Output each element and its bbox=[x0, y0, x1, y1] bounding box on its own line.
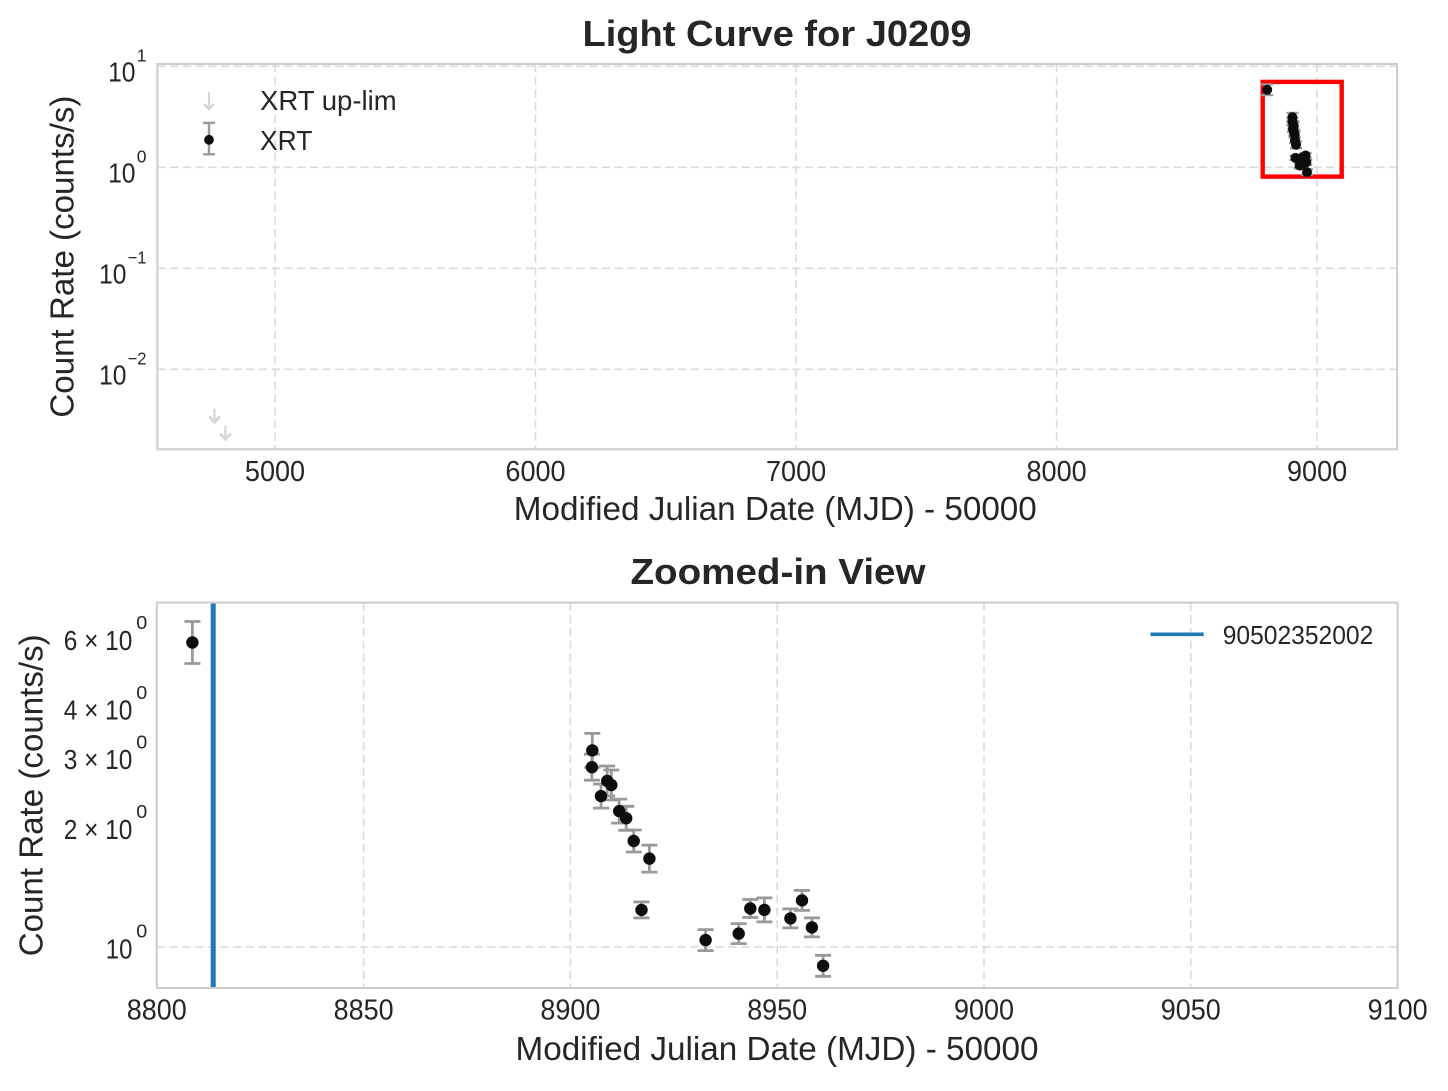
svg-text:8850: 8850 bbox=[334, 994, 394, 1026]
svg-text:0: 0 bbox=[136, 683, 147, 703]
svg-text:0: 0 bbox=[136, 922, 147, 942]
svg-text:0: 0 bbox=[136, 732, 147, 752]
svg-text:Modified Julian Date (MJD) - 5: Modified Julian Date (MJD) - 50000 bbox=[514, 490, 1037, 527]
svg-text:Count Rate (counts/s): Count Rate (counts/s) bbox=[44, 96, 81, 418]
svg-text:−1: −1 bbox=[128, 248, 147, 268]
svg-text:7000: 7000 bbox=[766, 456, 826, 488]
svg-text:9100: 9100 bbox=[1368, 994, 1428, 1026]
svg-text:3 × 10: 3 × 10 bbox=[64, 744, 133, 775]
svg-text:6000: 6000 bbox=[505, 456, 565, 488]
svg-text:2 × 10: 2 × 10 bbox=[64, 814, 133, 845]
svg-text:−2: −2 bbox=[128, 349, 147, 369]
svg-text:8800: 8800 bbox=[127, 994, 187, 1026]
svg-text:Modified Julian Date (MJD) - 5: Modified Julian Date (MJD) - 50000 bbox=[516, 1030, 1039, 1067]
svg-text:90502352002: 90502352002 bbox=[1223, 620, 1374, 650]
svg-text:10: 10 bbox=[106, 933, 133, 964]
svg-text:8950: 8950 bbox=[747, 994, 807, 1026]
svg-text:9000: 9000 bbox=[1287, 456, 1347, 488]
svg-text:XRT: XRT bbox=[260, 125, 312, 156]
svg-text:5000: 5000 bbox=[245, 456, 305, 488]
svg-text:9050: 9050 bbox=[1161, 994, 1221, 1026]
svg-text:0: 0 bbox=[136, 613, 147, 633]
svg-text:Zoomed-in View: Zoomed-in View bbox=[631, 551, 927, 592]
svg-text:9000: 9000 bbox=[954, 994, 1014, 1026]
svg-text:0: 0 bbox=[136, 802, 147, 822]
svg-text:0: 0 bbox=[137, 147, 147, 167]
svg-text:Light Curve for J0209: Light Curve for J0209 bbox=[583, 13, 972, 54]
svg-text:10: 10 bbox=[99, 259, 126, 290]
svg-text:6 × 10: 6 × 10 bbox=[64, 625, 133, 656]
svg-text:4 × 10: 4 × 10 bbox=[64, 695, 133, 726]
svg-text:10: 10 bbox=[108, 158, 135, 189]
svg-text:1: 1 bbox=[137, 46, 147, 66]
svg-text:10: 10 bbox=[108, 57, 135, 88]
svg-text:XRT up-lim: XRT up-lim bbox=[260, 85, 397, 116]
svg-text:10: 10 bbox=[99, 360, 126, 391]
svg-text:8000: 8000 bbox=[1027, 456, 1087, 488]
svg-text:Count Rate (counts/s): Count Rate (counts/s) bbox=[12, 634, 49, 956]
svg-text:8900: 8900 bbox=[540, 994, 600, 1026]
